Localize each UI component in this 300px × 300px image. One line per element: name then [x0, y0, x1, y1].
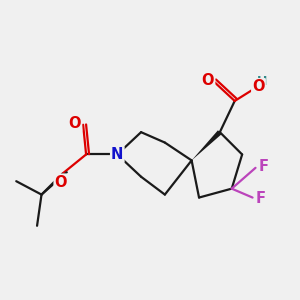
Text: O: O: [202, 73, 214, 88]
Text: O: O: [252, 79, 265, 94]
Text: O: O: [55, 175, 67, 190]
Text: N: N: [111, 147, 124, 162]
Polygon shape: [192, 130, 222, 160]
Text: O: O: [69, 116, 81, 131]
Text: F: F: [256, 191, 266, 206]
Text: F: F: [259, 159, 269, 174]
Text: H: H: [257, 75, 267, 88]
